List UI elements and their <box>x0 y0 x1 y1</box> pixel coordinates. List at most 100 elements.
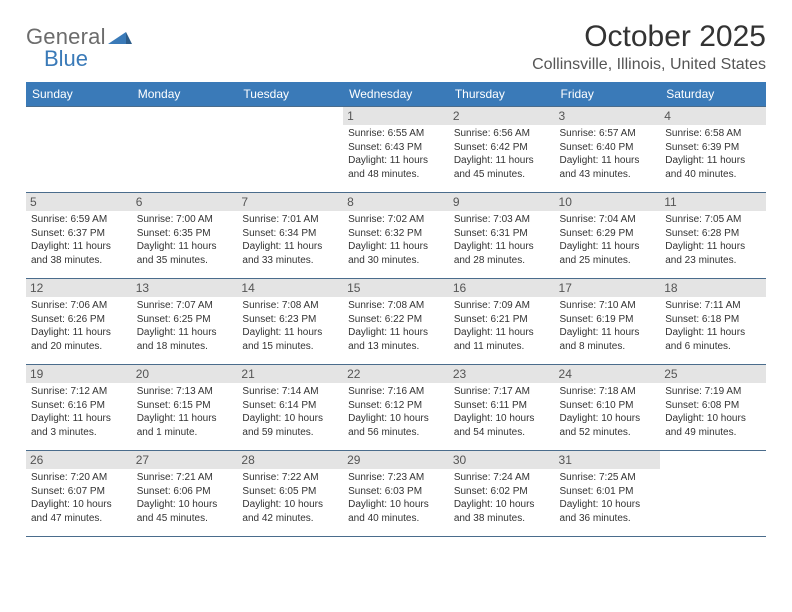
day-line: Sunset: 6:11 PM <box>454 399 550 413</box>
day-line: Daylight: 10 hours <box>137 498 233 512</box>
day-line: Daylight: 10 hours <box>560 498 656 512</box>
day-line: Sunset: 6:31 PM <box>454 227 550 241</box>
day-number: 24 <box>555 365 661 383</box>
day-line: Sunset: 6:39 PM <box>665 141 761 155</box>
day-body: Sunrise: 7:11 AMSunset: 6:18 PMDaylight:… <box>664 299 762 353</box>
calendar-day-cell <box>660 451 766 537</box>
day-line: Sunset: 6:34 PM <box>242 227 338 241</box>
day-line: Daylight: 11 hours <box>454 240 550 254</box>
day-line: Sunrise: 7:11 AM <box>665 299 761 313</box>
calendar-day-cell: 8Sunrise: 7:02 AMSunset: 6:32 PMDaylight… <box>343 193 449 279</box>
day-number: 27 <box>132 451 238 469</box>
day-line: and 49 minutes. <box>665 426 761 440</box>
day-line: Sunset: 6:08 PM <box>665 399 761 413</box>
day-body: Sunrise: 7:06 AMSunset: 6:26 PMDaylight:… <box>30 299 128 353</box>
day-line: Daylight: 10 hours <box>560 412 656 426</box>
day-line: Sunrise: 6:56 AM <box>454 127 550 141</box>
day-number: 2 <box>449 107 555 125</box>
day-line: Sunset: 6:22 PM <box>348 313 444 327</box>
day-number: 20 <box>132 365 238 383</box>
calendar-day-cell: 21Sunrise: 7:14 AMSunset: 6:14 PMDayligh… <box>237 365 343 451</box>
day-line: Sunrise: 7:22 AM <box>242 471 338 485</box>
day-line: Daylight: 10 hours <box>242 412 338 426</box>
day-body: Sunrise: 7:02 AMSunset: 6:32 PMDaylight:… <box>347 213 445 267</box>
day-line: and 13 minutes. <box>348 340 444 354</box>
calendar-week-row: 12 Sunrise: 7:06 AMSunset: 6:26 PMDayligh… <box>26 279 766 365</box>
calendar-day-cell: 31 Sunrise: 7:25 AMSunset: 6:01 PMDayligh… <box>555 451 661 537</box>
day-number: 12 <box>26 279 132 297</box>
day-line: Daylight: 10 hours <box>348 412 444 426</box>
day-line: and 18 minutes. <box>137 340 233 354</box>
day-line: Sunset: 6:10 PM <box>560 399 656 413</box>
calendar-day-cell: 22Sunrise: 7:16 AMSunset: 6:12 PMDayligh… <box>343 365 449 451</box>
day-body: Sunrise: 7:23 AMSunset: 6:03 PMDaylight:… <box>347 471 445 525</box>
day-body: Sunrise: 7:18 AMSunset: 6:10 PMDaylight:… <box>559 385 657 439</box>
day-line: Daylight: 10 hours <box>454 498 550 512</box>
day-body: Sunrise: 7:10 AMSunset: 6:19 PMDaylight:… <box>559 299 657 353</box>
day-body: Sunrise: 7:04 AMSunset: 6:29 PMDaylight:… <box>559 213 657 267</box>
day-body: Sunrise: 7:08 AMSunset: 6:23 PMDaylight:… <box>241 299 339 353</box>
day-body: Sunrise: 6:56 AMSunset: 6:42 PMDaylight:… <box>453 127 551 181</box>
day-line: Sunrise: 6:59 AM <box>31 213 127 227</box>
day-line: Daylight: 11 hours <box>242 326 338 340</box>
day-line: and 11 minutes. <box>454 340 550 354</box>
day-line: and 8 minutes. <box>560 340 656 354</box>
day-line: and 1 minute. <box>137 426 233 440</box>
page-header: General Blue October 2025 Collinsville, … <box>26 18 766 74</box>
day-number: 31 <box>555 451 661 469</box>
day-number: 17 <box>555 279 661 297</box>
day-header: Saturday <box>660 82 766 107</box>
day-line: and 28 minutes. <box>454 254 550 268</box>
day-line: Sunset: 6:43 PM <box>348 141 444 155</box>
day-line: Sunrise: 7:02 AM <box>348 213 444 227</box>
day-header: Sunday <box>26 82 132 107</box>
day-line: Sunrise: 6:58 AM <box>665 127 761 141</box>
day-body: Sunrise: 7:25 AMSunset: 6:01 PMDaylight:… <box>559 471 657 525</box>
day-line: Sunset: 6:28 PM <box>665 227 761 241</box>
day-line: Daylight: 11 hours <box>348 240 444 254</box>
day-body: Sunrise: 7:20 AMSunset: 6:07 PMDaylight:… <box>30 471 128 525</box>
day-number: 18 <box>660 279 766 297</box>
day-body: Sunrise: 7:24 AMSunset: 6:02 PMDaylight:… <box>453 471 551 525</box>
day-line: and 3 minutes. <box>31 426 127 440</box>
calendar-day-cell: 26Sunrise: 7:20 AMSunset: 6:07 PMDayligh… <box>26 451 132 537</box>
day-line: and 38 minutes. <box>454 512 550 526</box>
calendar-body: 1Sunrise: 6:55 AMSunset: 6:43 PMDaylight… <box>26 107 766 537</box>
day-number: 19 <box>26 365 132 383</box>
day-body: Sunrise: 6:58 AMSunset: 6:39 PMDaylight:… <box>664 127 762 181</box>
day-number: 16 <box>449 279 555 297</box>
day-line: Sunrise: 7:06 AM <box>31 299 127 313</box>
day-line: Sunset: 6:32 PM <box>348 227 444 241</box>
day-number: 15 <box>343 279 449 297</box>
day-line: Sunset: 6:42 PM <box>454 141 550 155</box>
day-line: Daylight: 11 hours <box>348 154 444 168</box>
day-line: and 48 minutes. <box>348 168 444 182</box>
day-number: 10 <box>555 193 661 211</box>
day-number: 25 <box>660 365 766 383</box>
calendar-day-cell <box>237 107 343 193</box>
day-line: Sunset: 6:14 PM <box>242 399 338 413</box>
calendar-day-cell: 4Sunrise: 6:58 AMSunset: 6:39 PMDaylight… <box>660 107 766 193</box>
day-line: and 6 minutes. <box>665 340 761 354</box>
day-line: Sunrise: 7:14 AM <box>242 385 338 399</box>
day-number: 23 <box>449 365 555 383</box>
day-line: Sunrise: 7:10 AM <box>560 299 656 313</box>
day-line: Sunrise: 7:05 AM <box>665 213 761 227</box>
day-line: Sunset: 6:06 PM <box>137 485 233 499</box>
day-body: Sunrise: 7:19 AMSunset: 6:08 PMDaylight:… <box>664 385 762 439</box>
day-line: and 20 minutes. <box>31 340 127 354</box>
calendar-day-cell: 23Sunrise: 7:17 AMSunset: 6:11 PMDayligh… <box>449 365 555 451</box>
location-subtitle: Collinsville, Illinois, United States <box>532 56 766 74</box>
day-line: Sunset: 6:37 PM <box>31 227 127 241</box>
day-line: Daylight: 11 hours <box>560 154 656 168</box>
day-header: Friday <box>555 82 661 107</box>
day-line: Daylight: 11 hours <box>137 326 233 340</box>
day-line: Sunrise: 7:07 AM <box>137 299 233 313</box>
day-line: Sunset: 6:07 PM <box>31 485 127 499</box>
day-line: and 40 minutes. <box>348 512 444 526</box>
calendar-day-cell: 18 Sunrise: 7:11 AMSunset: 6:18 PMDayligh… <box>660 279 766 365</box>
title-block: October 2025 Collinsville, Illinois, Uni… <box>532 18 766 74</box>
calendar-day-cell: 6Sunrise: 7:00 AMSunset: 6:35 PMDaylight… <box>132 193 238 279</box>
day-body: Sunrise: 7:05 AMSunset: 6:28 PMDaylight:… <box>664 213 762 267</box>
calendar-day-cell: 24 Sunrise: 7:18 AMSunset: 6:10 PMDayligh… <box>555 365 661 451</box>
